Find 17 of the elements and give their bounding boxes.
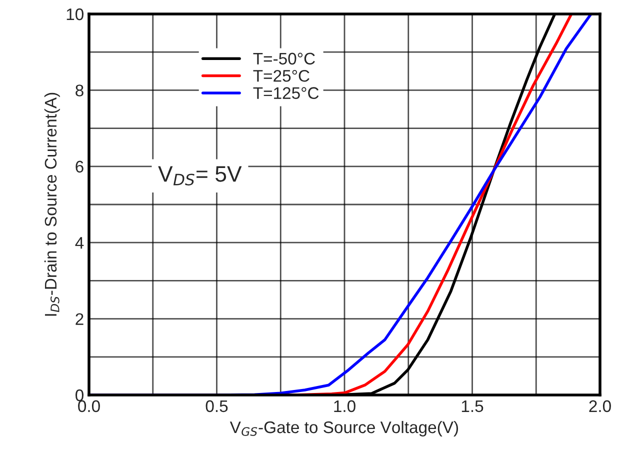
legend-label: T=25°C: [253, 70, 310, 82]
annotation: V$_{DS}$= 5V: [158, 166, 242, 186]
x-axis-title: V$_{GS}$-Gate to Source Voltage(V): [230, 420, 458, 436]
x-tick-label: 2.0: [589, 400, 611, 412]
legend-label: T=125°C: [253, 87, 319, 99]
x-tick-label: 0.5: [206, 400, 228, 412]
x-tick-label: 1.5: [462, 400, 484, 412]
y-tick-label: 4: [75, 237, 84, 249]
y-tick-label: 8: [76, 84, 84, 96]
y-tick-label: 6: [76, 160, 84, 173]
y-axis-title: I$_{DS}$-Drain to Source Current(A): [44, 92, 60, 316]
x-tick-label: 1.0: [334, 400, 356, 412]
y-tick-label: 10: [66, 8, 84, 20]
legend-label: T=-50°C: [253, 52, 315, 65]
x-tick-label: 0.0: [78, 400, 100, 412]
y-tick-label: 2: [76, 313, 84, 325]
y-tick-label: 0: [76, 389, 84, 402]
